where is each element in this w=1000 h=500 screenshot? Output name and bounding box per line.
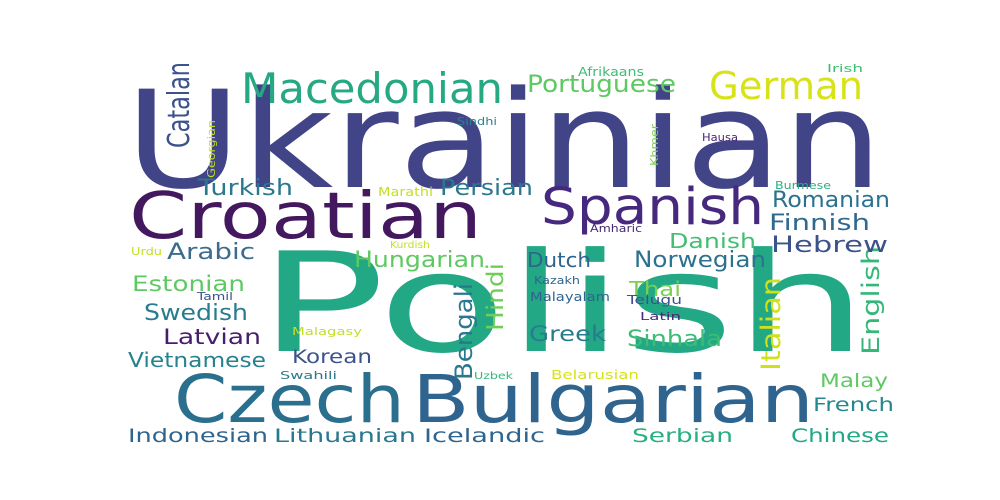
- word-kazakh: Kazakh: [534, 274, 580, 287]
- word-sinhala: Sinhala: [627, 327, 722, 352]
- word-irish: Irish: [827, 62, 863, 75]
- word-french: French: [813, 394, 894, 416]
- word-hungarian: Hungarian: [354, 248, 485, 273]
- word-hebrew: Hebrew: [771, 233, 888, 258]
- word-hausa: Hausa: [702, 131, 738, 144]
- word-latin: Latin: [640, 310, 681, 323]
- word-swahili: Swahili: [280, 369, 337, 382]
- word-ukrainian: Ukrainian: [125, 62, 883, 219]
- word-telugu: Telugu: [626, 293, 682, 307]
- word-italian: Italian: [756, 277, 787, 371]
- word-norwegian: Norwegian: [634, 248, 766, 273]
- word-german: German: [709, 64, 863, 108]
- word-chinese: Chinese: [791, 425, 889, 447]
- word-english: English: [857, 246, 885, 355]
- word-croatian: Croatian: [129, 180, 482, 254]
- word-malayalam: Malayalam: [530, 290, 610, 304]
- word-finnish: Finnish: [769, 211, 870, 236]
- word-arabic: Arabic: [167, 240, 255, 265]
- word-khmer: Khmer: [648, 123, 661, 166]
- word-macedonian: Macedonian: [241, 64, 503, 113]
- word-malagasy: Malagasy: [292, 325, 363, 338]
- word-amharic: Amharic: [590, 222, 642, 235]
- word-urdu: Urdu: [131, 245, 162, 258]
- word-persian: Persian: [440, 176, 533, 201]
- word-afrikaans: Afrikaans: [578, 65, 644, 79]
- word-dutch: Dutch: [527, 248, 591, 272]
- word-turkish: Turkish: [197, 176, 293, 201]
- word-bengali: Bengali: [450, 283, 478, 380]
- word-danish: Danish: [669, 229, 756, 253]
- word-thai: Thai: [628, 277, 681, 301]
- word-icelandic: Icelandic: [424, 425, 545, 447]
- word-portuguese: Portuguese: [527, 70, 676, 98]
- word-lithuanian: Lithuanian: [274, 425, 416, 447]
- word-sindhi: Sindhi: [457, 115, 497, 128]
- word-estonian: Estonian: [132, 272, 245, 296]
- word-czech: Czech: [174, 361, 405, 438]
- word-kurdish: Kurdish: [390, 240, 430, 251]
- word-greek: Greek: [529, 322, 607, 346]
- word-marathi: Marathi: [378, 185, 433, 199]
- word-serbian: Serbian: [632, 425, 733, 447]
- word-swedish: Swedish: [144, 301, 248, 326]
- word-indonesian: Indonesian: [128, 425, 268, 447]
- word-tamil: Tamil: [196, 290, 233, 303]
- word-uzbek: Uzbek: [474, 371, 513, 382]
- word-hindi: Hindi: [483, 263, 509, 331]
- word-burmese: Burmese: [775, 179, 831, 192]
- word-catalan: Catalan: [162, 62, 197, 148]
- word-georgian: Georgian: [205, 120, 218, 178]
- word-bulgarian: Bulgarian: [412, 361, 814, 438]
- word-romanian: Romanian: [772, 188, 890, 213]
- word-korean: Korean: [292, 346, 372, 368]
- word-spanish: Spanish: [541, 178, 764, 237]
- word-latvian: Latvian: [163, 325, 261, 349]
- word-malay: Malay: [820, 370, 888, 392]
- word-belarusian: Belarusian: [551, 368, 639, 382]
- word-vietnamese: Vietnamese: [128, 348, 266, 372]
- word-polish: Polish: [258, 223, 868, 384]
